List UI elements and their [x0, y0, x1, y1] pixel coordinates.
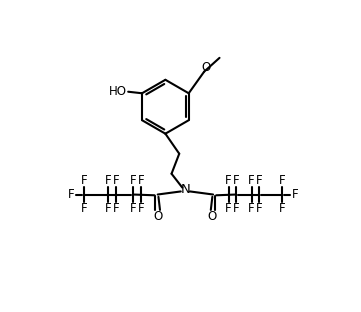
Text: F: F	[113, 174, 119, 187]
Text: F: F	[256, 202, 263, 215]
Text: F: F	[233, 202, 240, 215]
Text: F: F	[105, 202, 112, 215]
Text: F: F	[233, 174, 240, 187]
Text: F: F	[225, 202, 232, 215]
Text: F: F	[105, 174, 112, 187]
Text: F: F	[113, 202, 119, 215]
Text: O: O	[154, 210, 163, 222]
Text: F: F	[279, 174, 286, 187]
Text: F: F	[248, 174, 255, 187]
Text: O: O	[201, 61, 210, 74]
Text: F: F	[81, 202, 87, 215]
Text: F: F	[138, 202, 144, 215]
Text: F: F	[279, 202, 286, 215]
Text: F: F	[130, 202, 136, 215]
Text: F: F	[256, 174, 263, 187]
Text: F: F	[225, 174, 232, 187]
Text: F: F	[130, 174, 136, 187]
Text: O: O	[208, 210, 217, 222]
Text: HO: HO	[108, 85, 126, 98]
Text: F: F	[292, 188, 298, 201]
Text: N: N	[180, 183, 190, 196]
Text: F: F	[68, 188, 74, 201]
Text: F: F	[248, 202, 255, 215]
Text: F: F	[138, 174, 144, 187]
Text: F: F	[81, 174, 87, 187]
